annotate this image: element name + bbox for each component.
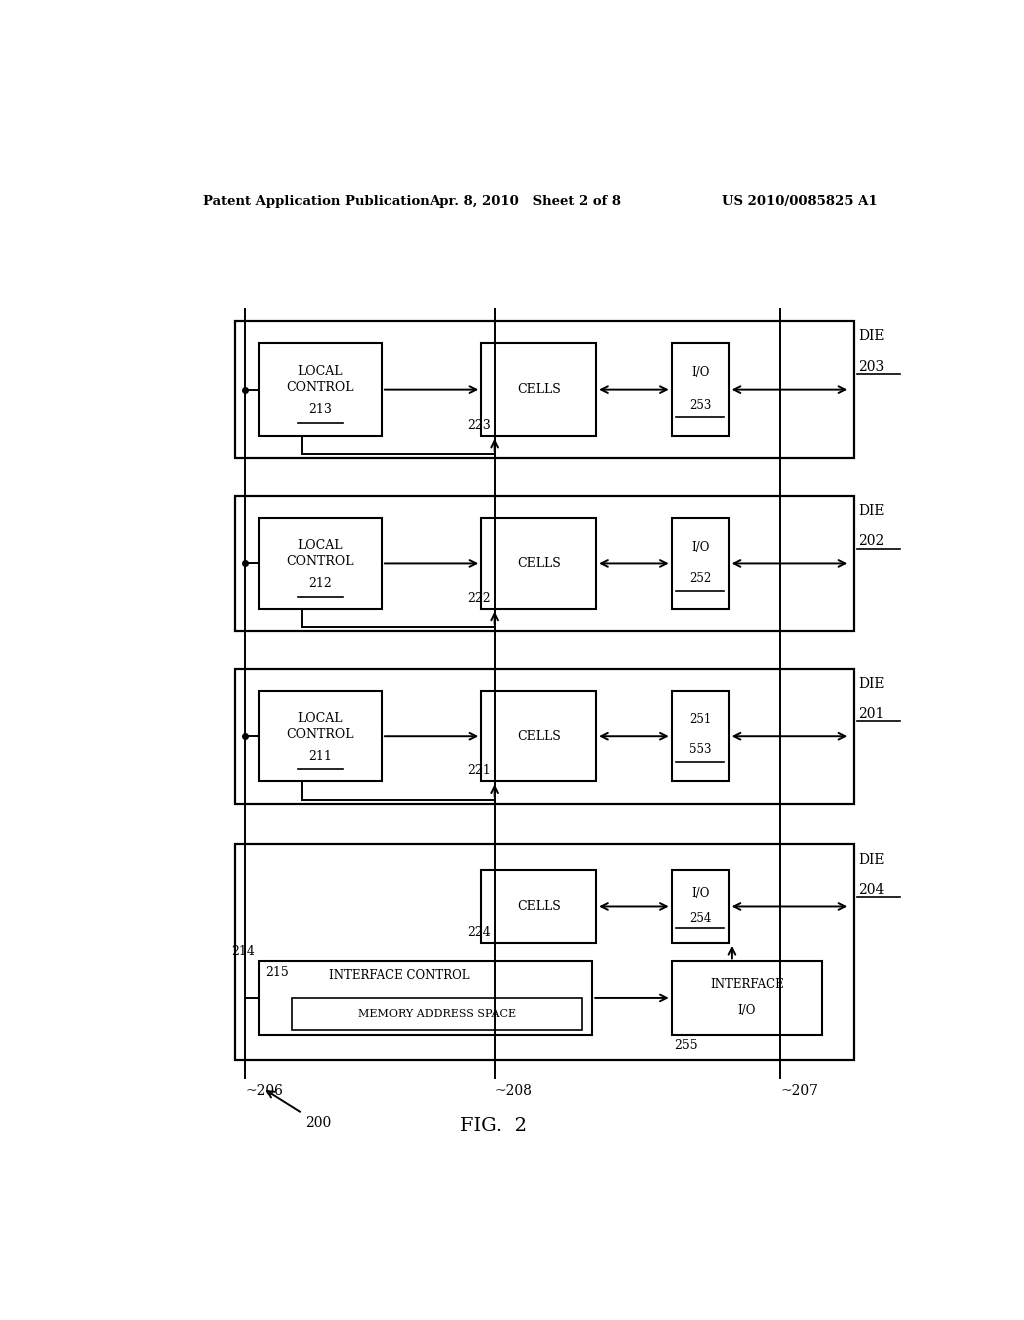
Text: LOCAL: LOCAL [298, 711, 343, 725]
Text: CELLS: CELLS [517, 900, 560, 913]
Text: 212: 212 [308, 577, 333, 590]
Bar [672, 870, 729, 942]
Text: LOCAL: LOCAL [298, 364, 343, 378]
Text: INTERFACE CONTROL: INTERFACE CONTROL [329, 969, 469, 982]
Text: FIG.  2: FIG. 2 [460, 1117, 526, 1135]
Text: DIE: DIE [858, 329, 885, 343]
Text: CONTROL: CONTROL [287, 381, 354, 395]
Text: DIE: DIE [858, 853, 885, 867]
Bar [672, 961, 822, 1035]
Bar [481, 690, 596, 781]
Text: 222: 222 [467, 591, 490, 605]
Text: 223: 223 [467, 418, 490, 432]
Text: 224: 224 [467, 927, 490, 939]
Text: 253: 253 [689, 399, 712, 412]
Bar [292, 998, 583, 1031]
Bar [481, 519, 596, 609]
Text: I/O: I/O [691, 541, 710, 553]
Text: 203: 203 [858, 359, 885, 374]
Text: 215: 215 [265, 966, 289, 979]
Text: 200: 200 [267, 1092, 331, 1130]
Text: I/O: I/O [691, 887, 710, 900]
Text: ~208: ~208 [495, 1084, 532, 1098]
Text: Patent Application Publication: Patent Application Publication [204, 194, 430, 207]
Text: ~207: ~207 [780, 1084, 818, 1098]
Bar [481, 343, 596, 436]
Text: 254: 254 [689, 912, 712, 925]
Text: CELLS: CELLS [517, 557, 560, 570]
Bar [672, 690, 729, 781]
Bar [672, 343, 729, 436]
Text: 252: 252 [689, 573, 712, 585]
Text: 211: 211 [308, 750, 333, 763]
Bar [236, 669, 854, 804]
Text: 202: 202 [858, 535, 885, 549]
Bar [236, 845, 854, 1060]
Text: 553: 553 [689, 743, 712, 756]
Text: INTERFACE: INTERFACE [710, 978, 784, 991]
Text: Apr. 8, 2010   Sheet 2 of 8: Apr. 8, 2010 Sheet 2 of 8 [429, 194, 621, 207]
Bar [259, 519, 382, 609]
Text: ~206: ~206 [246, 1084, 284, 1098]
Text: 213: 213 [308, 404, 333, 417]
Text: DIE: DIE [858, 504, 885, 517]
Text: 204: 204 [858, 883, 885, 898]
Text: CONTROL: CONTROL [287, 556, 354, 568]
Text: 221: 221 [467, 764, 490, 777]
Bar [672, 519, 729, 609]
Text: CELLS: CELLS [517, 383, 560, 396]
Text: 251: 251 [689, 713, 712, 726]
Bar [259, 343, 382, 436]
Text: I/O: I/O [738, 1005, 756, 1016]
Text: CONTROL: CONTROL [287, 727, 354, 741]
Bar [259, 961, 592, 1035]
Bar [236, 321, 854, 458]
Bar [259, 690, 382, 781]
Text: MEMORY ADDRESS SPACE: MEMORY ADDRESS SPACE [358, 1008, 516, 1019]
Text: 255: 255 [674, 1039, 697, 1052]
Text: LOCAL: LOCAL [298, 539, 343, 552]
Text: I/O: I/O [691, 367, 710, 379]
Text: 201: 201 [858, 708, 885, 721]
Bar [481, 870, 596, 942]
Text: DIE: DIE [858, 677, 885, 690]
Bar [236, 496, 854, 631]
Text: 214: 214 [231, 945, 255, 958]
Text: CELLS: CELLS [517, 730, 560, 743]
Text: US 2010/0085825 A1: US 2010/0085825 A1 [722, 194, 878, 207]
